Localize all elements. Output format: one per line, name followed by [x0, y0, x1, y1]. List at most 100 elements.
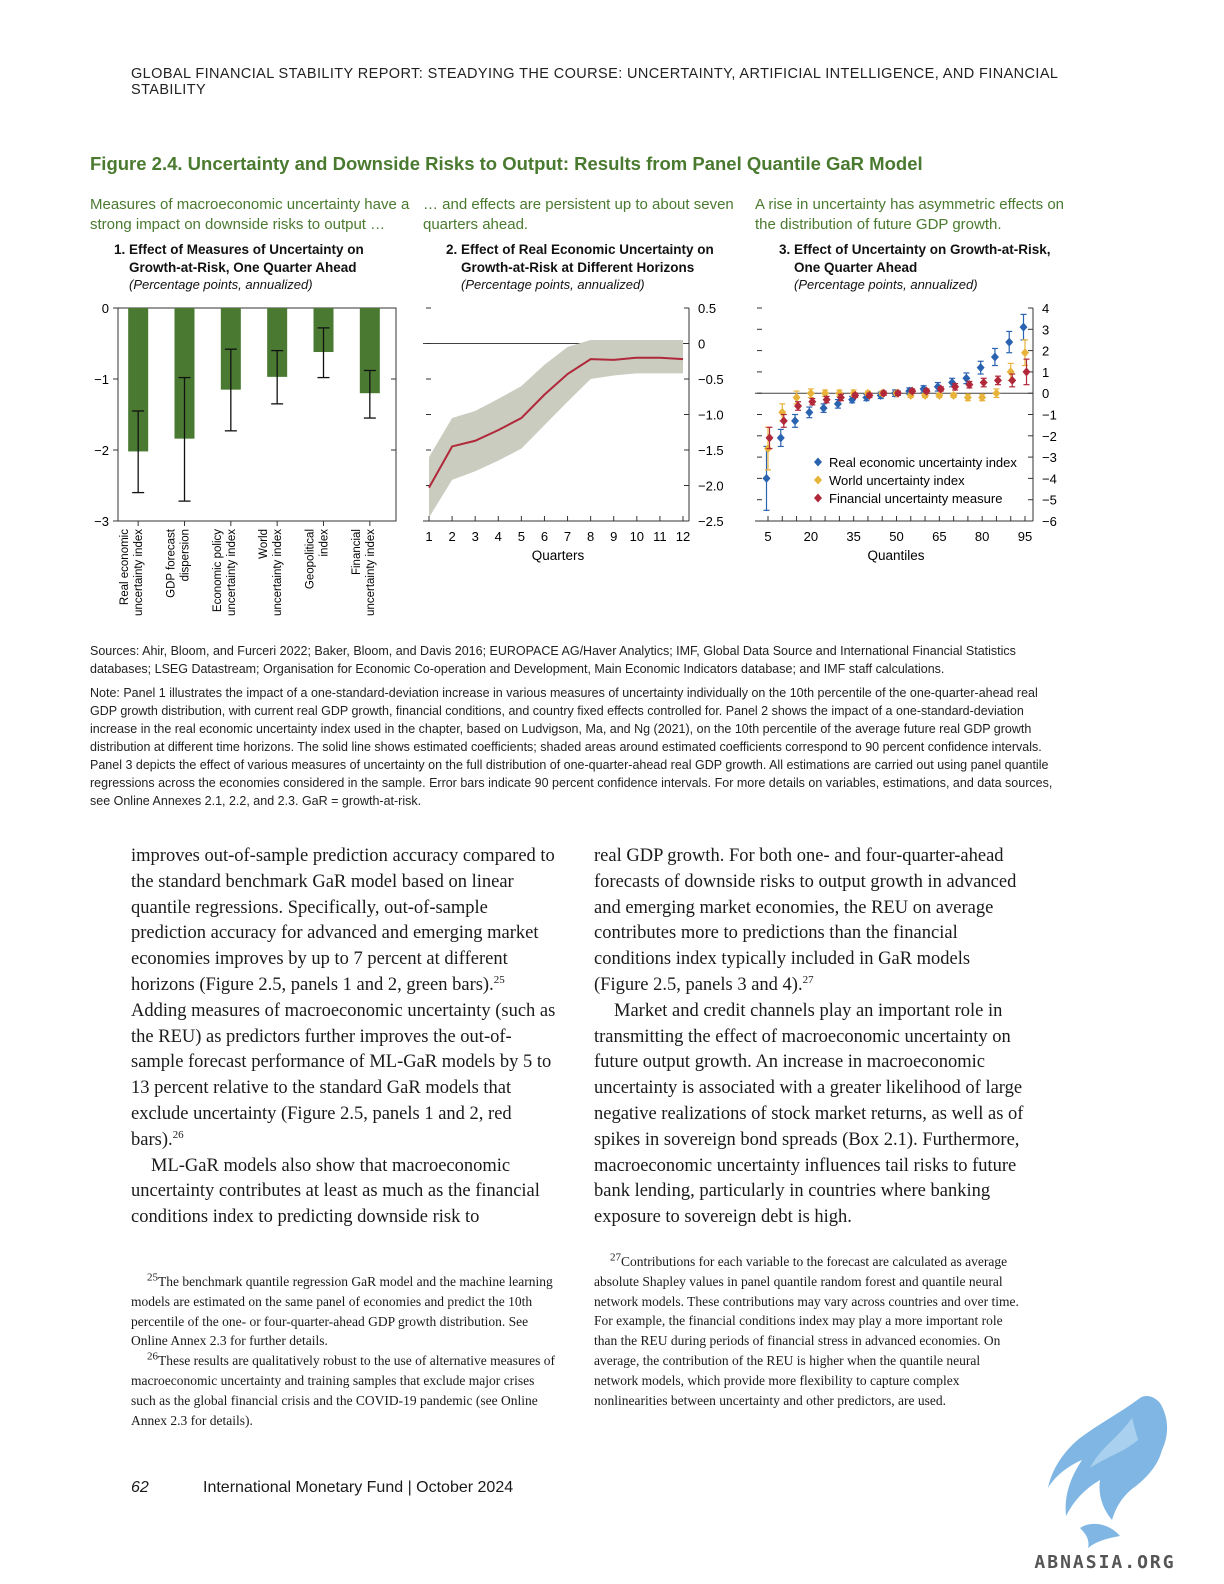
footnote-26: 26These results are qualitatively robust… [131, 1350, 555, 1428]
data-point [976, 363, 985, 373]
x-tick-label-line: uncertainty index [365, 529, 377, 616]
x-tick-label: 6 [541, 529, 548, 544]
data-point [819, 403, 828, 413]
panel-3-lead: A rise in uncertainty has asymmetric eff… [755, 196, 1065, 233]
x-tick-label: Geopolitical index [305, 529, 331, 589]
data-point [963, 392, 972, 402]
data-point [922, 386, 931, 396]
x-tick-label-line: GDP forecast [166, 528, 178, 598]
x-tick-label: 5 [764, 529, 771, 544]
x-tick-label: 8 [587, 529, 594, 544]
x-tick-label: 12 [676, 529, 690, 544]
x-tick-label: 5 [518, 529, 525, 544]
data-point [965, 380, 974, 390]
x-tick-label-line: uncertainty index [272, 529, 284, 616]
y-tick-label: 1 [1042, 365, 1049, 380]
data-point [822, 395, 831, 405]
panel-2-unit: (Percentage points, annualized) [461, 277, 645, 292]
chart-panel-2: 0.50−0.5−1.0−1.5−2.0−2.51 2 3 4 5 6 7 8 9 10 11 12Q… [423, 301, 724, 563]
y-tick-label: 0 [102, 301, 109, 316]
bar [128, 308, 149, 452]
x-tick-label: 80 [975, 529, 989, 544]
x-tick-label: 11 [653, 529, 667, 544]
running-head: GLOBAL FINANCIAL STABILITY REPORT: STEAD… [131, 66, 1058, 98]
paragraph: real GDP growth. For both one- and four-… [594, 846, 1017, 995]
page-number: 62 [131, 1479, 149, 1496]
paragraph: Adding measures of macroeconomic uncerta… [131, 1000, 556, 1150]
data-point [990, 352, 999, 362]
y-tick-label: −1 [1042, 408, 1057, 423]
data-point [805, 407, 814, 417]
x-tick-label-line: Geopolitical [305, 529, 317, 589]
x-tick-label: World uncertainty index [258, 529, 284, 616]
footnotes-left: 25The benchmark quantile regression GaR … [131, 1272, 561, 1430]
x-tick-label: 4 [495, 529, 502, 544]
y-tick-label: −5 [1042, 493, 1057, 508]
data-point [791, 416, 800, 426]
body-column-right: real GDP growth. For both one- and four-… [594, 844, 1024, 1231]
coefficient-line [428, 356, 684, 489]
confidence-band [429, 339, 683, 518]
x-tick-label: Real economic uncertainty index [119, 529, 145, 616]
panel-2-title: 2. Effect of Real Economic Uncertainty o… [446, 242, 714, 275]
legend-marker [814, 457, 822, 467]
data-point [949, 390, 958, 400]
y-tick-label: −2.5 [698, 514, 724, 529]
x-tick-label: 65 [932, 529, 946, 544]
y-tick-label: −1 [94, 372, 109, 387]
panel-1-title: 1. Effect of Measures of Uncertainty on … [114, 242, 364, 275]
data-point [1005, 337, 1014, 347]
panel-3-title: 3. Effect of Uncertainty on Growth-at-Ri… [779, 242, 1051, 275]
data-point [978, 392, 987, 402]
x-tick-label: 3 [472, 529, 479, 544]
watermark-text: ABNASIA.ORG [1034, 1552, 1175, 1573]
y-tick-label: −3 [1042, 450, 1057, 465]
data-point [779, 416, 788, 426]
data-point [992, 388, 1001, 398]
data-point [879, 388, 888, 398]
data-point [962, 373, 971, 383]
data-point [936, 384, 945, 394]
y-tick-label: 0 [698, 337, 705, 352]
griffin-logo-icon: ABNASIA.ORG [1034, 1395, 1175, 1573]
figure-note: Note: Panel 1 illustrates the impact of … [90, 686, 1053, 808]
figure-title: Figure 2.4. Uncertainty and Downside Ris… [90, 153, 923, 174]
data-point [1006, 367, 1015, 377]
y-tick-label: −1.5 [698, 443, 724, 458]
x-tick-label-line: Financial [351, 529, 363, 575]
panel-1-lead: Measures of macroeconomic uncertainty ha… [90, 196, 410, 233]
legend-marker [814, 475, 822, 485]
data-point [792, 392, 801, 402]
y-tick-label: −2.0 [698, 479, 724, 494]
x-tick-label: 1 [425, 529, 432, 544]
x-tick-label-line: dispersion [180, 529, 192, 581]
x-tick-label: 20 [804, 529, 818, 544]
paragraph: Market and credit channels play an impor… [594, 1000, 1024, 1228]
x-tick-label-line: Economic policy [212, 529, 224, 612]
data-point [836, 392, 845, 402]
x-tick-label: 95 [1018, 529, 1032, 544]
figure-sources: Sources: Ahir, Bloom, and Furceri 2022; … [90, 644, 1016, 676]
data-point [865, 390, 874, 400]
watermark: ABNASIA.ORG [1020, 1378, 1190, 1578]
x-tick-label: 7 [564, 529, 571, 544]
data-point [1008, 375, 1017, 385]
data-point [778, 407, 787, 417]
x-tick-label: 50 [889, 529, 903, 544]
data-point [776, 433, 785, 443]
x-axis-label: Quarters [532, 548, 585, 563]
body-column-left: improves out-of-sample prediction accura… [131, 844, 559, 1231]
y-tick-label: 0.5 [698, 301, 716, 316]
x-axis-label: Quantiles [867, 548, 924, 563]
footnote-25: 25The benchmark quantile regression GaR … [131, 1271, 553, 1349]
data-point [765, 433, 774, 443]
data-point [894, 388, 902, 398]
footnotes-right: 27Contributions for each variable to the… [594, 1252, 1024, 1410]
data-point [821, 388, 830, 398]
data-point [833, 399, 842, 409]
footnote-27: 27Contributions for each variable to the… [594, 1251, 1019, 1408]
x-tick-label: 9 [610, 529, 617, 544]
bar [267, 308, 288, 377]
